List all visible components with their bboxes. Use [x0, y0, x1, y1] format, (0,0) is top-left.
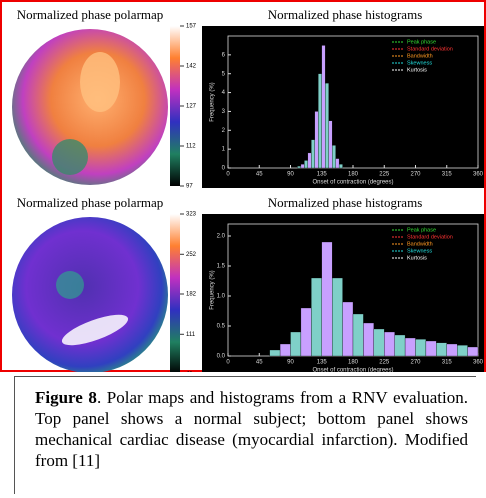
histogram-bar: [343, 302, 353, 356]
histogram-bar: [468, 347, 478, 356]
histogram-bar: [436, 343, 446, 356]
histogram-bar: [318, 74, 321, 168]
x-tick-label: 45: [256, 172, 263, 178]
colorbar-tick-label: 127: [186, 104, 197, 110]
histogram-bar: [426, 341, 436, 356]
polar-map: [12, 217, 168, 372]
x-tick-label: 225: [379, 172, 390, 178]
legend-label: Skewness: [407, 60, 432, 66]
x-tick-label: 90: [287, 360, 294, 366]
legend-label: Bandwidth: [407, 53, 433, 59]
histogram-bar: [336, 159, 339, 168]
histogram-bar: [270, 350, 280, 356]
histogram-bar: [311, 140, 314, 168]
x-tick-label: 45: [256, 360, 263, 366]
y-tick-label: 1.0: [217, 294, 226, 300]
y-tick-label: 0.5: [217, 324, 226, 330]
x-tick-label: 315: [442, 360, 453, 366]
polarmap-title: Normalized phase polarmap: [17, 195, 164, 210]
histogram-bar: [329, 121, 332, 168]
x-tick-label: 360: [473, 360, 484, 366]
histogram-bar: [416, 339, 426, 356]
y-tick-label: 0.0: [217, 354, 226, 360]
colorbar-tick-label: 142: [186, 64, 197, 70]
colorbar-tick-label: 112: [186, 144, 196, 150]
histogram-bar: [315, 111, 318, 168]
y-tick-label: 2.0: [217, 234, 226, 240]
histogram-bar: [332, 145, 335, 168]
x-axis-label: Onset of contraction (degrees): [312, 368, 393, 372]
histogram-bar: [301, 308, 311, 356]
y-axis-label: Frequency (%): [210, 82, 216, 121]
legend-label: Standard deviation: [407, 46, 453, 52]
histogram-bar: [447, 344, 457, 356]
caption-label: Figure 8: [35, 388, 97, 407]
x-tick-label: 270: [410, 172, 421, 178]
caption-text: . Polar maps and histograms from a RNV e…: [35, 388, 468, 470]
histogram-bar: [363, 323, 373, 356]
colorbar-tick-label: 252: [186, 252, 197, 258]
colorbar: [170, 214, 180, 372]
histogram-bar: [325, 83, 328, 168]
histogram-title: Normalized phase histograms: [268, 195, 423, 210]
figure: Normalized phase polarmap Normalized phas…: [0, 0, 486, 372]
polar-map-region: [52, 139, 88, 175]
legend-label: Kurtosis: [407, 67, 427, 73]
x-tick-label: 90: [287, 172, 294, 178]
colorbar-tick-label: 111: [186, 332, 196, 338]
histogram-bar: [322, 45, 325, 168]
caption: Figure 8. Polar maps and histograms from…: [14, 376, 476, 494]
colorbar-tick-label: 323: [186, 212, 197, 218]
histogram-bar: [304, 160, 307, 168]
histogram-bar: [395, 335, 405, 356]
histogram-bar: [280, 344, 290, 356]
colorbar-tick-label: 97: [186, 184, 193, 190]
x-tick-label: 270: [410, 360, 421, 366]
legend-label: Kurtosis: [407, 255, 427, 261]
y-axis-label: Frequency (%): [210, 270, 216, 309]
histogram-bar: [291, 332, 301, 356]
colorbar-tick-label: 182: [186, 292, 197, 298]
x-tick-label: 360: [473, 172, 484, 178]
x-tick-label: 180: [348, 172, 359, 178]
histogram-bar: [301, 164, 304, 168]
histogram-bar: [405, 338, 415, 356]
histogram-bar: [353, 314, 363, 356]
histogram-title: Normalized phase histograms: [268, 7, 423, 22]
legend-label: Standard deviation: [407, 234, 453, 240]
histogram-bar: [457, 345, 467, 356]
x-tick-label: 180: [348, 360, 359, 366]
legend-label: Bandwidth: [407, 241, 433, 247]
legend-label: Peak phase: [407, 39, 436, 45]
histogram-bar: [322, 242, 332, 356]
x-tick-label: 135: [317, 360, 328, 366]
histogram-bar: [332, 278, 342, 356]
y-tick-label: 1.5: [217, 264, 226, 270]
histogram-bar: [339, 164, 342, 168]
page: Normalized phase polarmap Normalized phas…: [0, 0, 486, 498]
histogram-bar: [384, 332, 394, 356]
colorbar: [170, 26, 180, 186]
histogram-bar: [308, 153, 311, 168]
polar-map-region: [80, 52, 120, 112]
x-tick-label: 225: [379, 360, 390, 366]
histogram-bar: [374, 329, 384, 356]
colorbar-tick-label: 157: [186, 24, 197, 30]
x-axis-label: Onset of contraction (degrees): [312, 180, 393, 186]
histogram-bar: [311, 278, 321, 356]
polarmap-title: Normalized phase polarmap: [17, 7, 164, 22]
x-tick-label: 315: [442, 172, 453, 178]
polar-map-region: [56, 271, 84, 299]
legend-label: Peak phase: [407, 227, 436, 233]
x-tick-label: 135: [317, 172, 328, 178]
histogram-bar: [297, 166, 300, 168]
legend-label: Skewness: [407, 248, 432, 254]
